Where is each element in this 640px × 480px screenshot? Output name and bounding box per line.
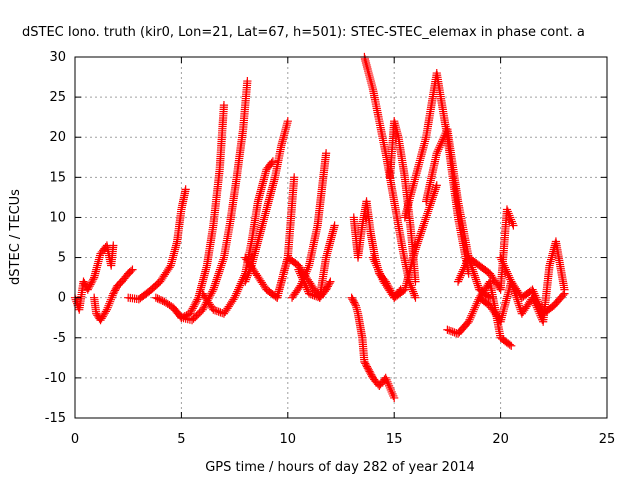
y-tick-label: 25 [49,90,66,105]
x-tick-label: 15 [386,432,403,447]
data-point [110,286,120,295]
data-point [194,310,203,319]
data-point [363,364,372,373]
x-tick-label: 20 [492,432,509,447]
data-point [243,76,252,86]
data-point [187,316,197,325]
data-point [411,277,420,286]
y-tick-label: 5 [58,251,66,266]
data-point [507,341,516,350]
x-tick-label: 10 [280,432,297,447]
x-axis-label: GPS time / hours of day 282 of year 2014 [205,460,475,475]
data-point [509,221,518,230]
data-point [559,291,568,300]
data-point [325,279,334,288]
data-point [326,277,335,286]
data-point [110,287,119,297]
data-point [219,101,229,110]
plot-frame [74,56,608,419]
data-point [155,295,164,304]
y-tick-label: 0 [58,291,66,306]
data-point [89,275,98,284]
data-point [109,241,118,250]
data-point [79,277,88,286]
data-point [268,157,278,166]
data-point [350,298,359,307]
y-tick-label: 15 [49,170,66,185]
data-point [323,282,332,291]
data-point [362,362,372,371]
y-axis-label: dSTEC / TECUs [8,189,23,285]
data-point [322,149,331,158]
data-point [156,295,166,305]
y-tick-label: -15 [45,411,66,426]
data-point [330,221,339,230]
y-tick-label: -5 [53,331,66,346]
data-point [181,185,190,194]
data-point [361,359,370,368]
data-point [189,314,198,323]
data-point [348,295,357,304]
y-tick-label: -10 [45,371,66,386]
data-point [367,370,376,379]
data-point [366,368,375,378]
x-tick-label: 0 [71,432,79,447]
data-point [195,308,204,317]
data-point [128,265,137,274]
data-point [411,293,420,302]
data-point [390,393,399,403]
data-point [324,280,333,289]
data-point [192,311,201,320]
data-point [126,266,136,276]
data-point [362,360,371,370]
data-point [360,357,369,366]
data-point [349,296,358,305]
data-point [364,365,373,374]
data-point [365,367,374,376]
data-point [347,293,356,302]
y-tick-label: 20 [49,130,66,145]
y-tick-label: 30 [49,50,66,65]
chart-title: dSTEC Iono. truth (kir0, Lon=21, Lat=67,… [22,25,585,40]
data-point [153,294,162,303]
y-tick-label: 10 [49,210,66,225]
data-point [111,284,120,293]
x-tick-label: 25 [599,432,616,447]
data-point [505,340,514,349]
data-point [283,117,292,126]
data-point [80,279,89,288]
data-point [560,289,569,298]
data-point [109,289,118,298]
data-point [350,299,360,309]
tick-labels: 0 5 10 15 20 25 -15 -10 -5 0 5 10 15 20 25 30 [45,50,616,447]
data-point [190,313,200,322]
x-tick-label: 5 [177,432,185,447]
data-point [151,293,160,302]
data-point [322,283,332,293]
data-points [70,52,569,403]
data-point [432,181,441,190]
data-point [290,173,299,182]
